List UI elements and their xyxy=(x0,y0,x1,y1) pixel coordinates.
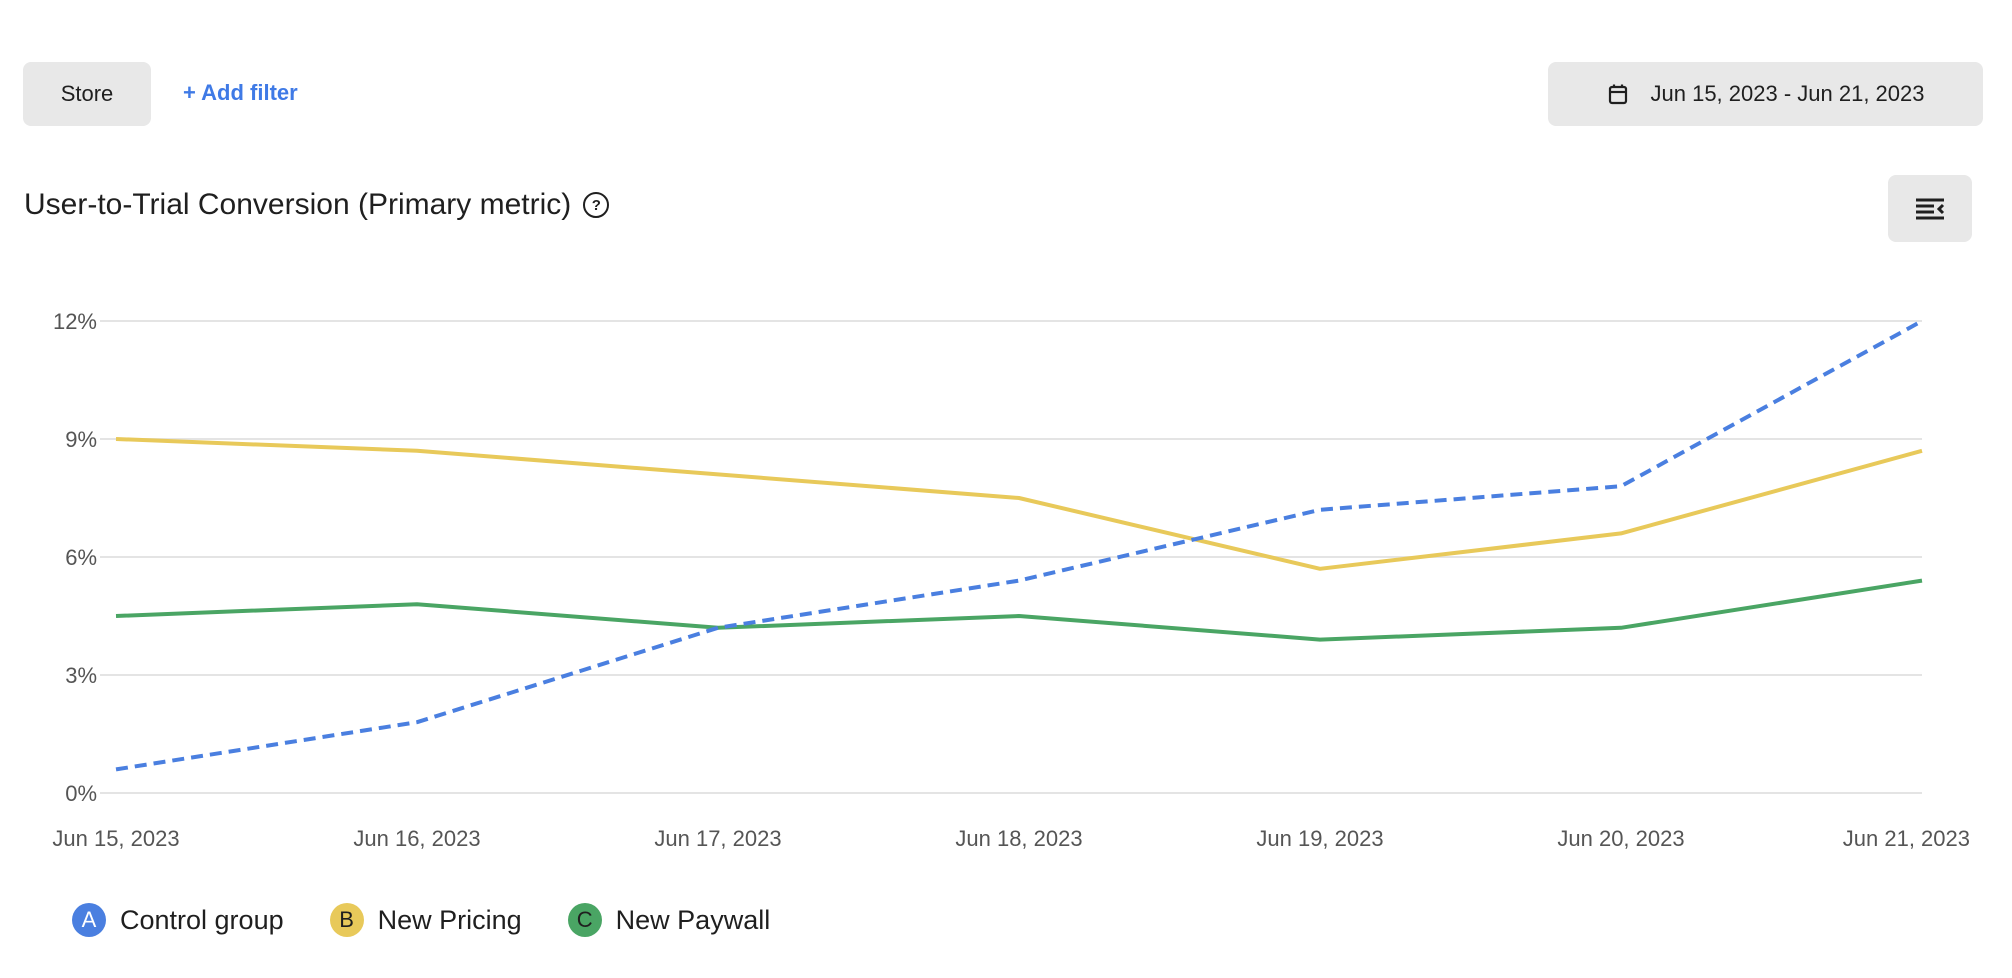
series-badge: C xyxy=(567,903,602,937)
y-tick-label: 0% xyxy=(65,781,97,806)
chart-title-text: User-to-Trial Conversion (Primary metric… xyxy=(24,188,572,221)
series-badge: B xyxy=(329,903,364,937)
store-filter-label: Store xyxy=(60,81,114,106)
chart-legend: A Control group B New Pricing C New Paywall xyxy=(72,903,770,937)
legend-toggle-button[interactable] xyxy=(1888,175,1972,242)
series-line-control-group xyxy=(115,319,1923,772)
y-tick-label: 6% xyxy=(65,545,97,570)
x-tick-label: Jun 15, 2023 xyxy=(52,826,179,851)
x-tick-label: Jun 19, 2023 xyxy=(1256,826,1383,851)
x-tick-label: Jun 21, 2023 xyxy=(1843,826,1970,851)
add-filter-link[interactable]: + Add filter xyxy=(183,80,298,105)
legend-item[interactable]: C New Paywall xyxy=(567,903,771,937)
legend-item[interactable]: B New Pricing xyxy=(329,903,522,937)
x-tick-label: Jun 17, 2023 xyxy=(654,826,781,851)
x-tick-label: Jun 18, 2023 xyxy=(955,826,1082,851)
chart-title: User-to-Trial Conversion (Primary metric… xyxy=(24,188,610,222)
help-icon[interactable]: ? xyxy=(583,192,610,218)
calendar-icon xyxy=(1608,84,1627,105)
date-range-label: Jun 15, 2023 - Jun 21, 2023 xyxy=(1650,81,1925,106)
collapse-menu-icon xyxy=(1916,198,1945,219)
date-range-button[interactable]: Jun 15, 2023 - Jun 21, 2023 xyxy=(1548,62,1983,126)
y-tick-label: 12% xyxy=(53,309,97,334)
y-tick-label: 3% xyxy=(65,663,97,688)
x-tick-label: Jun 16, 2023 xyxy=(353,826,480,851)
series-line-new-paywall xyxy=(115,578,1923,642)
y-tick-label: 9% xyxy=(65,427,97,452)
series-badge: A xyxy=(72,903,106,937)
store-filter-button[interactable]: Store xyxy=(23,62,151,126)
legend-label: New Paywall xyxy=(615,904,771,935)
series-line-new-pricing xyxy=(115,437,1923,571)
x-tick-label: Jun 20, 2023 xyxy=(1557,826,1684,851)
line-chart: 0% 3% 6% 9% 12% Jun 15, 2023 Jun 16, 2023 Jun 1… xyxy=(52,309,1970,851)
legend-label: New Pricing xyxy=(377,904,522,935)
legend-item[interactable]: A Control group xyxy=(72,903,284,937)
legend-label: Control group xyxy=(120,904,284,935)
